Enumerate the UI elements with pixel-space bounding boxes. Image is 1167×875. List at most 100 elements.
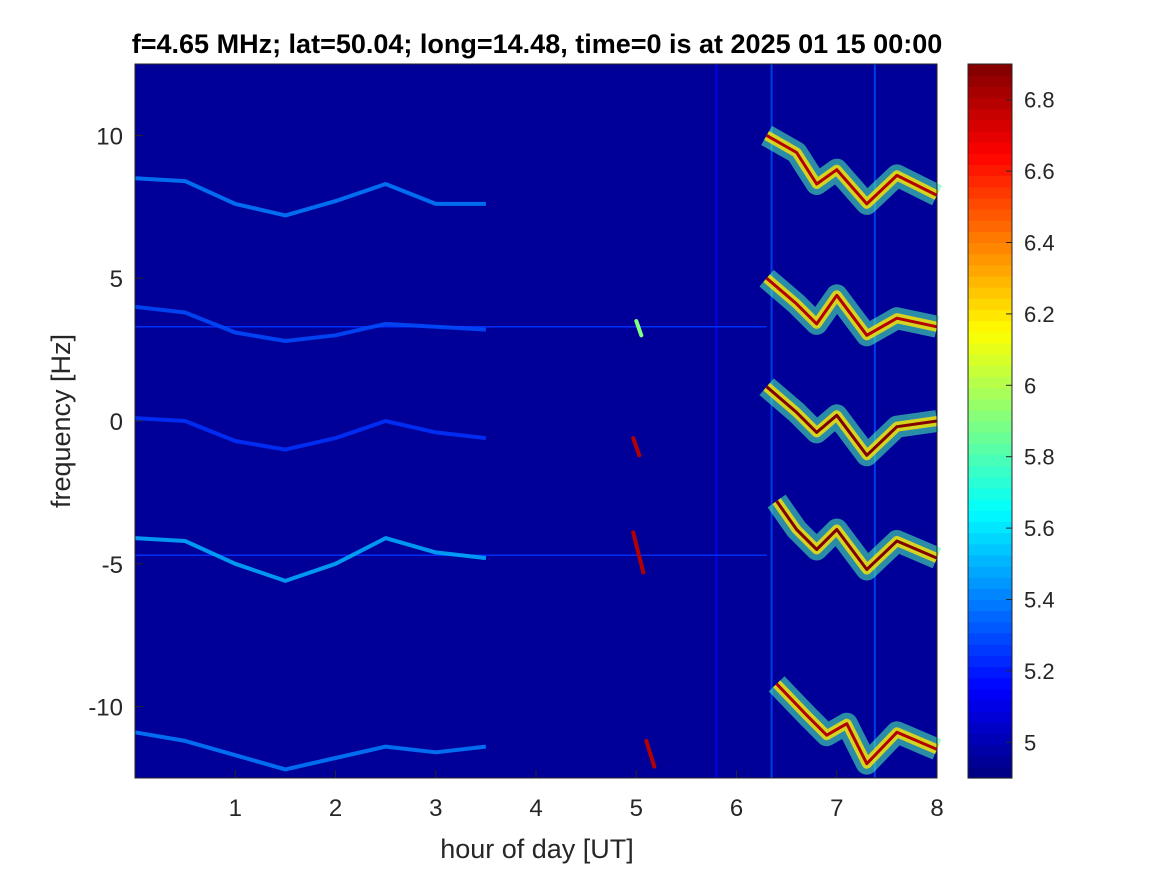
colorbar-band — [968, 421, 1012, 433]
colorbar-band — [968, 632, 1012, 645]
colorbar-band — [968, 543, 1012, 556]
colorbar-band — [968, 554, 1012, 567]
colorbar-band — [968, 599, 1012, 612]
colorbar-band — [968, 309, 1012, 322]
colorbar-gradient — [968, 64, 1012, 779]
colorbar-band — [968, 264, 1012, 277]
colorbar-band — [968, 331, 1012, 344]
colorbar-band — [968, 64, 1012, 76]
colorbar-band — [968, 298, 1012, 311]
trace-dawn-core — [775, 682, 938, 766]
colorbar-band — [968, 186, 1012, 199]
colorbar-band — [968, 644, 1012, 656]
y-tick-label: 5 — [110, 266, 123, 293]
colorbar-band — [968, 142, 1012, 154]
colorbar-band — [968, 108, 1012, 121]
colorbar-band — [968, 119, 1012, 132]
colorbar-band — [968, 766, 1012, 779]
colorbar-tick-label: 6.4 — [1024, 231, 1055, 256]
colorbar-band — [968, 465, 1012, 478]
y-tick-label: 0 — [110, 409, 123, 436]
y-tick-label: -5 — [102, 552, 123, 579]
colorbar-band — [968, 153, 1012, 166]
trace-night — [134, 536, 487, 583]
colorbar-frame — [967, 63, 1013, 779]
colorbar-tick-label: 5.6 — [1024, 516, 1055, 541]
x-tick-label: 2 — [329, 795, 342, 822]
colorbar-band — [968, 532, 1012, 545]
colorbar-band — [968, 287, 1012, 299]
colorbar-tick-label: 6.8 — [1024, 88, 1055, 113]
colorbar-band — [968, 677, 1012, 690]
colorbar-band — [968, 342, 1012, 355]
colorbar-band — [968, 354, 1012, 366]
colorbar-band — [968, 253, 1012, 266]
colorbar-band — [968, 711, 1012, 723]
colorbar-band — [968, 655, 1012, 668]
colorbar-tick-label: 5.8 — [1024, 445, 1055, 470]
trace-night — [134, 730, 487, 772]
colorbar-tick-label: 6.2 — [1024, 302, 1055, 327]
colorbar-band — [968, 75, 1012, 87]
colorbar-band — [968, 688, 1012, 701]
trace-spike — [631, 436, 642, 458]
colorbar-band — [968, 610, 1012, 623]
x-tick-label: 8 — [930, 795, 943, 822]
colorbar-band — [968, 454, 1012, 467]
colorbar-band — [968, 365, 1012, 377]
colorbar-tick-label: 5 — [1024, 730, 1036, 755]
colorbar: 5 5.2 5.4 5.6 5.8 6 6.2 6.4 6.6 6.8 — [967, 63, 1055, 779]
colorbar-ticks: 5 5.2 5.4 5.6 5.8 6 6.2 6.4 6.6 6.8 — [1006, 88, 1055, 755]
colorbar-band — [968, 275, 1012, 288]
x-axis: 1 2 3 4 5 6 7 8 — [229, 770, 944, 822]
colorbar-band — [968, 521, 1012, 534]
y-axis: -10 -5 0 5 10 — [88, 123, 143, 722]
y-tick-label: -10 — [88, 695, 123, 722]
trace-dawn-core — [765, 385, 938, 457]
y-axis-title: frequency [Hz] — [46, 334, 76, 508]
colorbar-band — [968, 733, 1012, 746]
colorbar-band — [968, 722, 1012, 734]
colorbar-band — [968, 621, 1012, 634]
colorbar-band — [968, 398, 1012, 411]
chart-title: f=4.65 MHz; lat=50.04; long=14.48, time=… — [132, 29, 942, 59]
trace-night — [134, 304, 487, 343]
colorbar-band — [968, 744, 1012, 757]
colorbar-tick-label: 6 — [1024, 373, 1036, 398]
colorbar-band — [968, 175, 1012, 188]
colorbar-band — [968, 197, 1012, 210]
trace-dawn-core — [775, 500, 938, 571]
colorbar-tick-label: 6.6 — [1024, 159, 1055, 184]
colorbar-band — [968, 443, 1012, 456]
trace-dawn-core — [765, 277, 938, 337]
trace-spike — [644, 738, 657, 769]
colorbar-band — [968, 409, 1012, 422]
colorbar-band — [968, 130, 1012, 143]
x-axis-title: hour of day [UT] — [440, 834, 634, 864]
colorbar-band — [968, 86, 1012, 99]
colorbar-band — [968, 320, 1012, 333]
colorbar-band — [968, 97, 1012, 110]
colorbar-band — [968, 487, 1012, 500]
colorbar-band — [968, 755, 1012, 768]
colorbar-tick-label: 5.4 — [1024, 588, 1055, 613]
trace-dawn-core — [765, 134, 938, 206]
colorbar-band — [968, 510, 1012, 523]
colorbar-band — [968, 220, 1012, 232]
colorbar-band — [968, 432, 1012, 444]
colorbar-band — [968, 376, 1012, 389]
colorbar-band — [968, 164, 1012, 177]
colorbar-band — [968, 699, 1012, 712]
y-tick-label: 10 — [96, 123, 123, 150]
colorbar-band — [968, 577, 1012, 589]
x-tick-label: 7 — [830, 795, 843, 822]
colorbar-tick-label: 5.2 — [1024, 659, 1055, 684]
trace-night — [134, 176, 486, 218]
x-tick-label: 1 — [229, 795, 242, 822]
x-tick-label: 3 — [429, 795, 442, 822]
trace-spike — [634, 319, 644, 338]
colorbar-band — [968, 209, 1012, 221]
colorbar-band — [968, 242, 1012, 255]
trace-spike — [631, 530, 646, 575]
